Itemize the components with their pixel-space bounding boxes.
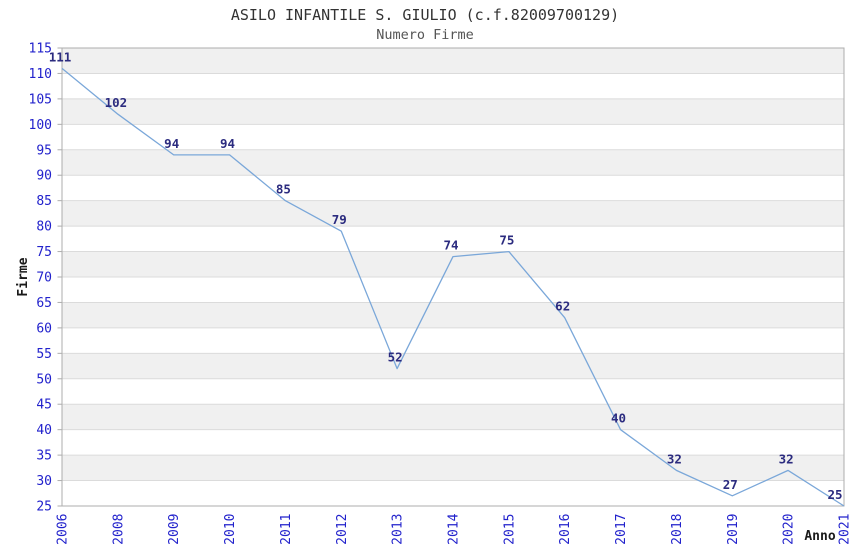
grid-band bbox=[62, 404, 844, 430]
y-tick-label: 110 bbox=[29, 67, 52, 82]
point-label: 94 bbox=[220, 136, 235, 151]
plot-area: 25 30 35 40 45 50 55 60 65 70 75 80 85 90 95 100 105 110 1… bbox=[29, 42, 850, 545]
y-tick-label: 45 bbox=[36, 398, 52, 413]
y-tick-label: 65 bbox=[36, 296, 52, 311]
y-tick-label: 60 bbox=[36, 321, 52, 336]
y-tick-label: 90 bbox=[36, 169, 52, 184]
y-tick-label: 115 bbox=[29, 42, 52, 57]
point-label: 85 bbox=[276, 182, 291, 197]
x-tick-label: 2021 bbox=[838, 514, 850, 545]
point-label: 27 bbox=[723, 477, 738, 492]
point-label: 74 bbox=[443, 238, 458, 253]
y-tick-label: 40 bbox=[36, 423, 52, 438]
y-tick-label: 95 bbox=[36, 143, 52, 158]
x-tick-label: 2009 bbox=[167, 514, 182, 545]
grid-band bbox=[62, 327, 844, 354]
x-tick-label: 2006 bbox=[56, 514, 71, 545]
point-label: 75 bbox=[499, 233, 514, 248]
grid-band bbox=[62, 378, 844, 405]
point-label: 25 bbox=[827, 487, 842, 502]
point-label: 52 bbox=[388, 350, 403, 365]
x-tick-label: 2016 bbox=[558, 514, 573, 545]
x-tick-label: 2015 bbox=[502, 514, 517, 545]
chart-title: ASILO INFANTILE S. GIULIO (c.f.820097001… bbox=[231, 6, 619, 24]
y-tick-label: 55 bbox=[36, 347, 52, 362]
y-tick-label: 105 bbox=[29, 92, 52, 107]
y-tick-label: 30 bbox=[36, 474, 52, 489]
x-tick-label: 2017 bbox=[614, 514, 629, 545]
y-tick-label: 85 bbox=[36, 194, 52, 209]
grid-band bbox=[62, 455, 844, 481]
point-label: 62 bbox=[555, 299, 570, 314]
grid-band bbox=[62, 124, 844, 150]
point-label: 32 bbox=[779, 451, 794, 466]
point-label: 40 bbox=[611, 411, 626, 426]
grid-band bbox=[62, 98, 844, 125]
x-tick-label: 2019 bbox=[726, 514, 741, 545]
grid-band bbox=[62, 429, 844, 456]
grid-band bbox=[62, 200, 844, 227]
grid-band bbox=[62, 277, 844, 303]
y-tick-label: 80 bbox=[36, 220, 52, 235]
grid-band bbox=[62, 226, 844, 252]
x-tick-label: 2020 bbox=[782, 514, 797, 545]
x-tick-label: 2014 bbox=[447, 513, 462, 544]
grid-band bbox=[62, 353, 844, 379]
point-label: 102 bbox=[105, 95, 128, 110]
x-tick-label: 2013 bbox=[391, 514, 406, 545]
y-tick-label: 25 bbox=[36, 500, 52, 515]
series-line bbox=[61, 67, 845, 507]
y-tick-label: 100 bbox=[29, 118, 52, 133]
grid-band bbox=[62, 149, 844, 176]
x-tick-label: 2011 bbox=[279, 514, 294, 545]
chart-subtitle: Numero Firme bbox=[376, 27, 474, 43]
y-axis-title: Firme bbox=[16, 257, 31, 296]
y-tick-label: 50 bbox=[36, 372, 52, 387]
x-tick-label: 2012 bbox=[335, 514, 350, 545]
grid-band bbox=[62, 302, 844, 328]
x-axis-title: Anno bbox=[804, 529, 835, 544]
grid-band bbox=[62, 480, 844, 506]
x-tick-label: 2018 bbox=[670, 514, 685, 545]
x-tick-label: 2010 bbox=[223, 514, 238, 545]
grid-band bbox=[62, 251, 844, 277]
point-label: 79 bbox=[332, 212, 347, 227]
grid-band bbox=[62, 48, 844, 74]
y-tick-label: 75 bbox=[36, 245, 52, 260]
point-label: 32 bbox=[667, 451, 682, 466]
y-tick-label: 70 bbox=[36, 271, 52, 286]
point-label: 94 bbox=[164, 136, 179, 151]
grid-band bbox=[62, 73, 844, 99]
x-tick-label: 2008 bbox=[111, 514, 126, 545]
grid-band bbox=[62, 175, 844, 201]
y-tick-label: 35 bbox=[36, 449, 52, 464]
point-label: 111 bbox=[49, 49, 72, 64]
